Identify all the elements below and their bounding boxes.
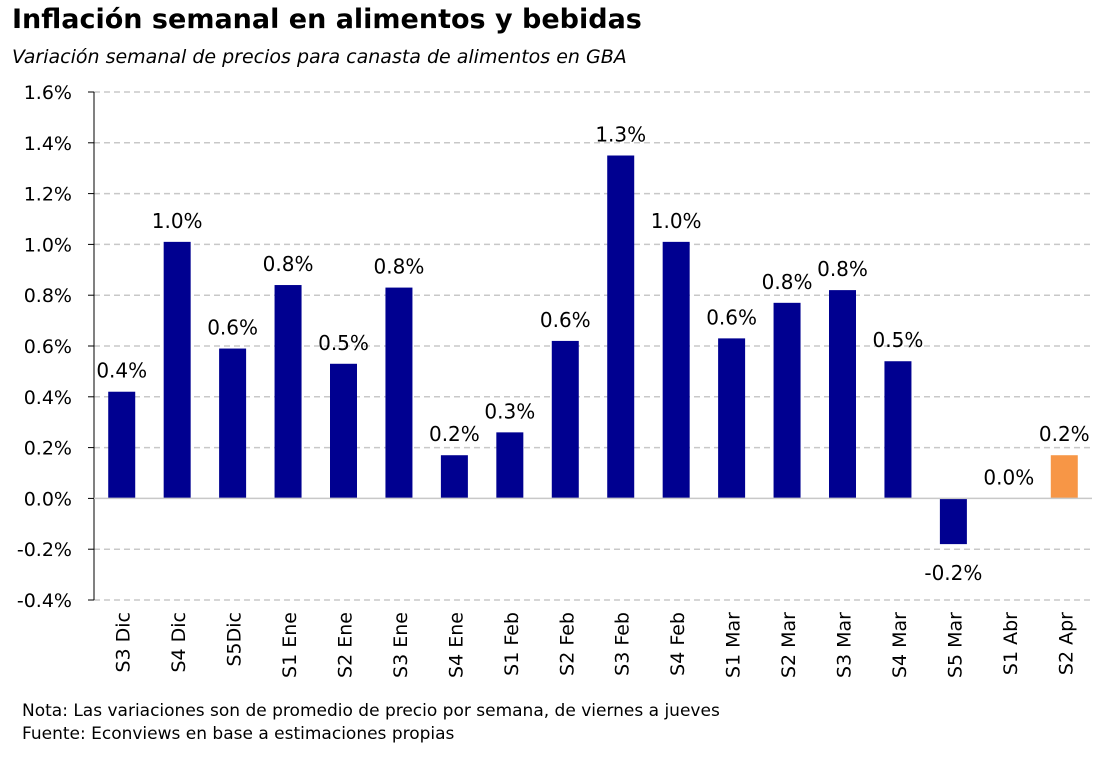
x-tick-label: S2 Mar — [778, 612, 800, 678]
y-tick-label: 0.2% — [24, 438, 72, 460]
bar — [939, 498, 967, 545]
bar — [1050, 455, 1078, 499]
data-label: 0.6% — [540, 308, 591, 332]
chart-subtitle: Variación semanal de precios para canast… — [12, 46, 627, 68]
chart-note: Nota: Las variaciones son de promedio de… — [22, 701, 720, 721]
y-tick-label: 1.4% — [24, 133, 72, 155]
chart-source: Fuente: Econviews en base a estimaciones… — [22, 724, 455, 744]
bar — [330, 363, 357, 499]
data-label: -0.2% — [924, 561, 982, 585]
x-tick-label: S4 Feb — [667, 612, 689, 676]
x-tick-label: S4 Mar — [889, 612, 911, 678]
x-tick-label: S1 Feb — [501, 612, 523, 676]
data-label: 1.0% — [651, 209, 702, 233]
data-label: 1.3% — [595, 123, 646, 147]
data-label: 0.8% — [762, 270, 813, 294]
y-tick-label: 0.6% — [24, 336, 72, 358]
data-label: 1.0% — [152, 209, 203, 233]
y-tick-label: 1.6% — [24, 82, 72, 104]
data-label: 0.6% — [706, 305, 757, 329]
bar — [274, 285, 302, 499]
data-label: 0.5% — [318, 331, 369, 355]
x-tick-label: S3 Ene — [390, 612, 412, 678]
x-tick-label: S1 Mar — [723, 612, 745, 678]
y-tick-label: 1.2% — [24, 184, 72, 206]
y-tick-label: 0.0% — [24, 488, 72, 510]
x-tick-label: S3 Mar — [834, 612, 856, 678]
data-label: 0.8% — [374, 255, 425, 279]
bar-chart: -0.4%-0.2%0.0%0.2%0.4%0.6%0.8%1.0%1.2%1.… — [17, 82, 1092, 678]
x-tick-label: S5Dic — [224, 612, 246, 667]
bar — [829, 290, 856, 499]
x-tick-label: S3 Feb — [612, 612, 634, 676]
y-tick-label: 1.0% — [24, 234, 72, 256]
bar — [718, 338, 746, 499]
x-tick-label: S4 Ene — [445, 612, 467, 678]
x-tick-label: S3 Dic — [113, 612, 135, 673]
x-tick-label: S4 Dic — [168, 612, 190, 673]
x-tick-label: S5 Mar — [944, 612, 966, 678]
bar — [496, 432, 524, 499]
bar — [662, 241, 690, 499]
y-tick-label: 0.4% — [24, 387, 72, 409]
bar — [773, 302, 801, 499]
bar — [440, 455, 468, 499]
data-label: 0.2% — [429, 422, 480, 446]
data-label: 0.0% — [983, 465, 1034, 489]
bar — [219, 348, 247, 499]
data-label: 0.5% — [873, 328, 924, 352]
data-label: 0.6% — [207, 316, 258, 340]
y-tick-label: 0.8% — [24, 285, 72, 307]
x-tick-label: S1 Abr — [1000, 612, 1022, 675]
bar — [108, 391, 136, 499]
bar — [551, 340, 579, 499]
bar — [163, 241, 191, 499]
data-label: 0.4% — [96, 359, 147, 383]
data-label: 0.8% — [817, 257, 868, 281]
chart-title: Inflación semanal en alimentos y bebidas — [12, 4, 642, 35]
data-label: 0.8% — [263, 252, 314, 276]
x-tick-label: S2 Feb — [556, 612, 578, 676]
x-tick-label: S2 Ene — [335, 612, 357, 678]
x-tick-label: S1 Ene — [279, 612, 301, 678]
bar — [607, 155, 635, 499]
y-tick-label: -0.2% — [17, 539, 72, 561]
data-label: 0.3% — [484, 399, 535, 423]
bar — [884, 361, 912, 499]
data-label: 0.2% — [1039, 422, 1090, 446]
bar — [385, 287, 413, 499]
y-tick-label: -0.4% — [17, 590, 72, 612]
x-tick-label: S2 Apr — [1055, 612, 1077, 675]
